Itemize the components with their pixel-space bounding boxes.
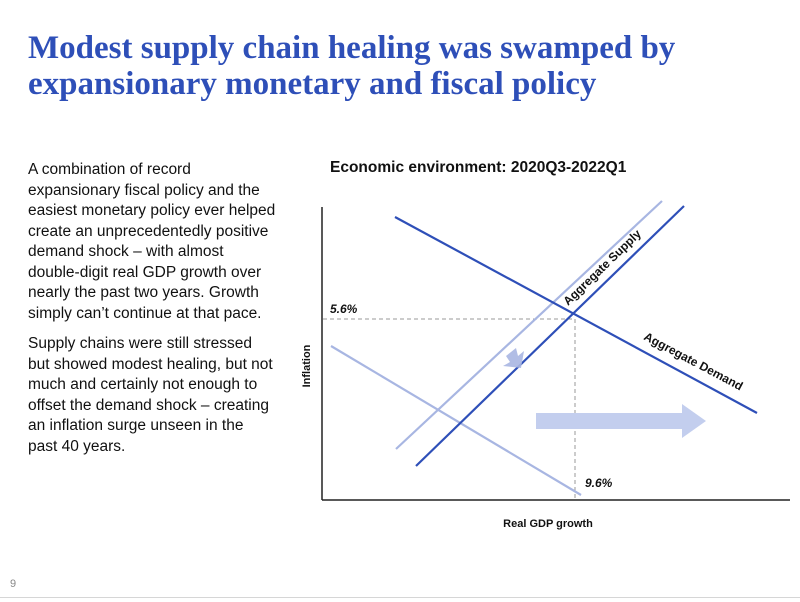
inflation-equilibrium-label: 5.6% (330, 302, 358, 316)
x-axis-label: Real GDP growth (503, 518, 593, 530)
aggregate-demand-curve (394, 216, 758, 414)
paragraph-supply-chains: Supply chains were still stressed but sh… (28, 335, 273, 455)
y-axis-label: Inflation (301, 344, 313, 387)
gdp-equilibrium-label: 9.6% (585, 476, 613, 490)
aggregate-demand-label: Aggregate Demand (642, 329, 746, 393)
supply-shift-arrow (503, 348, 524, 368)
aggregate-supply-label: Aggregate Supply (560, 227, 644, 309)
diagram-title: Economic environment: 2020Q3-2022Q1 (330, 159, 627, 176)
aggregate-supply-curve (415, 205, 685, 467)
body-text: A combination of record expansionary fis… (28, 160, 276, 467)
paragraph-demand-shock: A combination of record expansionary fis… (28, 161, 276, 322)
prior-supply-curve (395, 200, 663, 450)
demand-shift-arrow (536, 404, 706, 438)
prior-demand-curve (330, 345, 582, 496)
page-number: 9 (10, 578, 17, 590)
footer-divider (0, 597, 800, 598)
slide-title: Modest supply chain healing was swamped … (28, 30, 676, 102)
